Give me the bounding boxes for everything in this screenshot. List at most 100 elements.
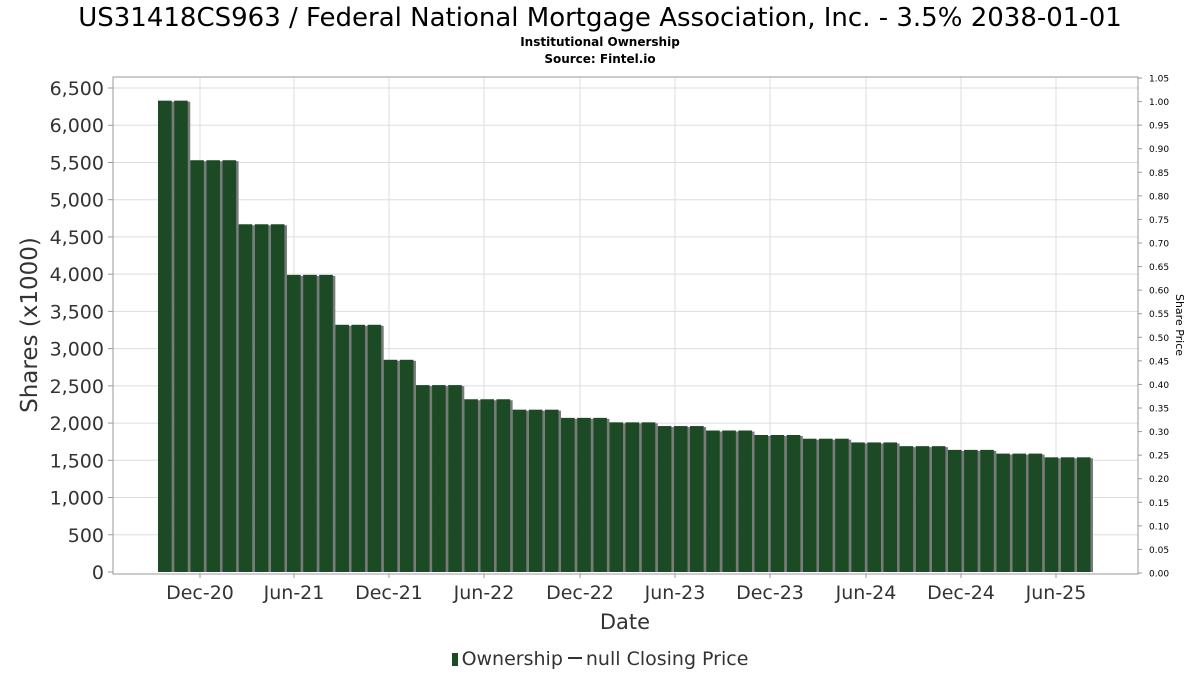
y-tick-label: 1,500	[50, 450, 104, 472]
ownership-bar	[1012, 453, 1027, 572]
y2-tick-label: 0.70	[1149, 240, 1169, 250]
x-tick-label: Jun-24	[835, 582, 897, 604]
ownership-bar	[802, 438, 817, 572]
x-tick-label: Dec-24	[927, 582, 995, 604]
ownership-bar	[964, 449, 978, 572]
ownership-bar	[1060, 457, 1075, 572]
ownership-bar	[432, 385, 446, 572]
y-tick-label: 3,000	[50, 339, 104, 361]
ownership-bar	[818, 438, 833, 572]
ownership-bar	[673, 426, 688, 572]
y-tick-label: 3,500	[50, 301, 104, 323]
ownership-bar	[1076, 457, 1091, 572]
ownership-legend-swatch	[451, 653, 458, 666]
ownership-bar	[577, 417, 591, 572]
y2-tick-label: 0.25	[1149, 452, 1169, 462]
x-tick-label: Jun-23	[644, 582, 706, 604]
chart-subtitle: Institutional Ownership	[520, 35, 680, 49]
ownership-bar	[415, 385, 430, 572]
chart-title: US31418CS963 / Federal National Mortgage…	[78, 3, 1122, 33]
ownership-bar	[303, 274, 317, 572]
ownership-bar	[319, 274, 333, 572]
ownership-bar	[254, 224, 269, 572]
y2-tick-label: 0.95	[1149, 122, 1169, 132]
bars	[158, 100, 1093, 573]
ownership-bar	[383, 359, 398, 572]
ownership-bar	[915, 446, 930, 572]
ownership-bar	[238, 224, 253, 572]
y-tick-label: 2,500	[50, 376, 104, 398]
x-tick-label: Jun-25	[1025, 582, 1087, 604]
y-tick-label: 5,500	[50, 152, 104, 174]
ownership-bar	[351, 324, 366, 572]
ownership-bar	[996, 453, 1010, 572]
ownership-bar	[657, 426, 672, 572]
y-tick-label: 1,000	[50, 488, 104, 510]
ownership-bar	[480, 399, 495, 572]
y2-tick-label: 0.50	[1149, 334, 1169, 344]
ownership-bar	[689, 426, 704, 572]
y-tick-label: 4,500	[50, 227, 104, 249]
ownership-bar	[770, 434, 785, 572]
y-tick-label: 6,000	[50, 115, 104, 137]
ownership-bar	[206, 160, 220, 572]
ownership-bar	[754, 434, 769, 572]
ownership-bar	[158, 100, 172, 573]
ownership-bar	[512, 409, 527, 572]
ownership-bar	[222, 160, 237, 572]
ownership-bar	[367, 324, 382, 572]
ownership-bar	[738, 430, 752, 572]
y2-tick-label: 0.30	[1149, 428, 1169, 438]
legend-ownership: Ownership	[461, 648, 563, 670]
x-axis-label: Date	[600, 610, 650, 634]
y2-tick-label: 0.20	[1149, 475, 1169, 485]
y2-tick-label: 0.60	[1149, 287, 1169, 297]
y-tick-label: 2,000	[50, 413, 104, 435]
ownership-bar	[625, 422, 640, 572]
ownership-bar	[706, 430, 720, 572]
y2-tick-label: 0.10	[1149, 522, 1169, 532]
x-tick-label: Dec-22	[546, 582, 614, 604]
x-tick-label: Jun-22	[453, 582, 515, 604]
ownership-bar	[1028, 453, 1043, 572]
y2-tick-label: 0.85	[1149, 169, 1169, 179]
ownership-bar	[980, 449, 994, 572]
y-tick-label: 4,000	[50, 264, 104, 286]
axes: 0 500 1,000 1,500 2,000 2,500 3,000 3,500 4,000 4…	[50, 75, 1170, 605]
y2-tick-label: 0.45	[1149, 357, 1169, 367]
x-tick-label: Jun-21	[263, 582, 325, 604]
y-axis-label: Shares (x1000)	[17, 237, 43, 413]
ownership-bar	[786, 434, 801, 572]
ownership-bar	[883, 442, 898, 572]
ownership-bar	[464, 399, 478, 572]
legend-price: null Closing Price	[585, 648, 749, 670]
ownership-bar	[609, 422, 623, 572]
ownership-bar	[851, 442, 865, 572]
axis-labels: Shares (x1000) Date Share Price	[17, 237, 1186, 634]
ownership-bar	[286, 274, 301, 572]
ownership-bar	[641, 422, 656, 572]
y2-tick-label: 0.90	[1149, 145, 1169, 155]
ownership-bar	[561, 417, 575, 572]
y-tick-label: 500	[68, 525, 104, 547]
y2-tick-label: 0.75	[1149, 216, 1169, 226]
ownership-bar	[544, 409, 559, 572]
ownership-bar	[335, 324, 349, 572]
ownership-bar	[190, 160, 204, 572]
ownership-bar	[174, 100, 188, 573]
y2-tick-label: 0.15	[1149, 499, 1169, 509]
legend: Ownership null Closing Price	[0, 647, 1200, 671]
y2-tick-label: 0.00	[1149, 570, 1169, 580]
ownership-bar	[835, 438, 849, 572]
y-tick-label: 6,500	[50, 78, 104, 100]
y2-tick-label: 1.05	[1149, 75, 1169, 85]
ownership-bar	[448, 385, 462, 572]
ownership-bar	[867, 442, 881, 572]
y2-tick-label: 1.00	[1149, 98, 1169, 108]
chart-source: Source: Fintel.io	[544, 52, 656, 66]
x-tick-label: Dec-23	[736, 582, 804, 604]
ownership-bar	[931, 446, 946, 572]
ownership-bar	[899, 446, 914, 572]
y2-tick-label: 0.55	[1149, 310, 1169, 320]
